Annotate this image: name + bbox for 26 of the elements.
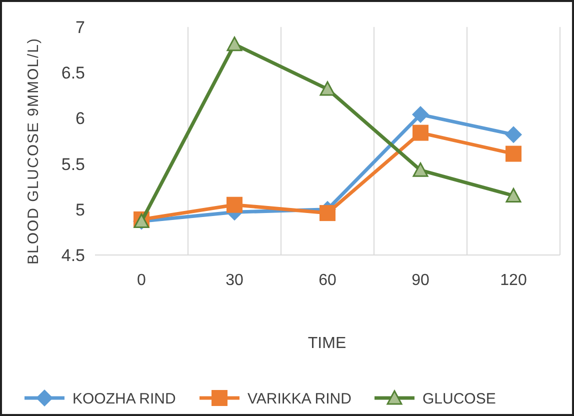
x-tick-label: 60: [318, 272, 336, 289]
point: [412, 106, 429, 124]
y-axis-title: BLOOD GLUCOSE 9MMOL/L): [25, 37, 42, 265]
y-tick-label: 6: [76, 109, 85, 128]
point: [412, 124, 428, 141]
x-tick-label: 30: [226, 272, 244, 289]
x-tick-label: 90: [412, 272, 430, 289]
y-tick-label: 4.5: [61, 246, 85, 265]
y-tick-label: 7: [76, 18, 85, 37]
point: [412, 162, 428, 177]
y-tick-label: 5.5: [61, 154, 85, 174]
legend-label: KOOZHA RIND: [72, 390, 176, 408]
point: [320, 205, 336, 222]
point: [320, 81, 336, 96]
x-tick-label: 120: [500, 272, 527, 289]
y-tick-label: 6.5: [61, 64, 85, 83]
legend-label: GLUCOSE: [422, 390, 496, 408]
x-axis-title: TIME: [308, 335, 346, 352]
point: [506, 146, 522, 162]
point: [226, 196, 242, 213]
y-tick-label: 5: [76, 200, 85, 220]
point: [506, 188, 522, 202]
legend-label: VARIKKA RIND: [248, 390, 352, 408]
point: [226, 36, 242, 52]
point: [505, 126, 522, 144]
x-tick-label: 0: [137, 272, 146, 289]
